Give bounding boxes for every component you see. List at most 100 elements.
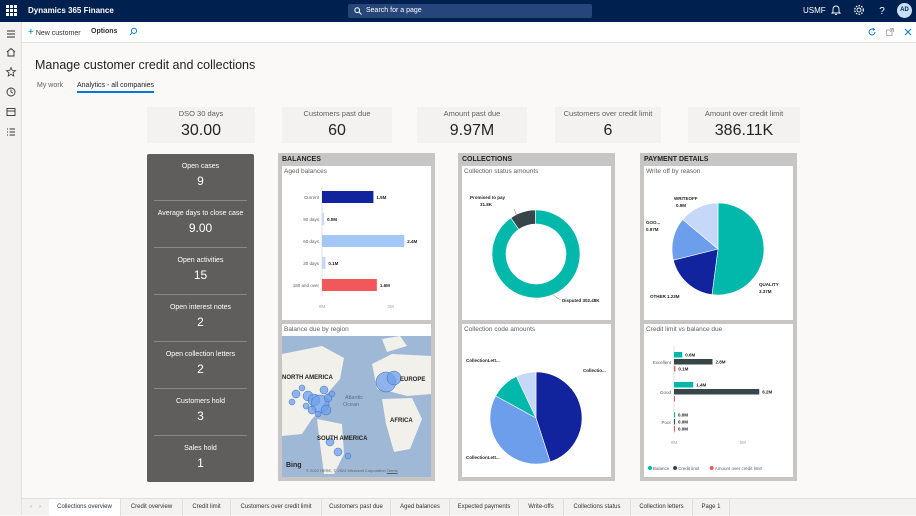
report-page-tabs: ‹ › Collections overview Credit overview… (22, 498, 916, 516)
pie-slice (516, 371, 537, 419)
map-bubble (325, 437, 335, 447)
company-selector[interactable]: USMF (803, 6, 826, 15)
balances-panel: BALANCES Aged balances Current 1.5M 90 day… (278, 153, 435, 481)
tab-collections-overview[interactable]: Collections overview (49, 499, 121, 516)
map-copyright: © 2022 HERE, © 2022 Microsoft Corporatio… (306, 468, 398, 473)
kpi-customers-over-limit: Customers over credit limit 6 (555, 107, 661, 143)
close-icon[interactable] (903, 27, 913, 37)
terms-link[interactable]: Terms (386, 468, 398, 473)
tab-analytics[interactable]: Analytics - all companies (77, 82, 155, 93)
tab-aged-balances[interactable]: Aged balances (391, 499, 450, 516)
map-card[interactable]: Balance due by region NORTH AMERICA EURO… (282, 324, 431, 477)
open-interest-notes-tile[interactable]: Open interest notes 2 (154, 302, 247, 342)
map-label-ocean: Ocean (343, 402, 360, 408)
open-activities-tile[interactable]: Open activities 15 (154, 255, 247, 295)
credit-limit-card[interactable]: Credit limit vs balance due Excellent 0.6… (644, 324, 793, 477)
refresh-icon[interactable] (867, 27, 877, 37)
tile-value: 9 (197, 174, 204, 188)
tile-value: 1 (197, 456, 204, 470)
world-map[interactable] (282, 324, 431, 477)
tab-expected-payments[interactable]: Expected payments (450, 499, 519, 516)
workspace-icon[interactable] (5, 106, 17, 118)
tab-collections-status[interactable]: Collections status (564, 499, 631, 516)
bar (674, 426, 675, 432)
x-tick-label: 2M (387, 304, 394, 309)
app-launcher-icon[interactable] (6, 5, 17, 16)
tab-prev-icon[interactable]: ‹ (30, 504, 32, 510)
customers-hold-tile[interactable]: Customers hold 3 (154, 396, 247, 436)
write-off-card[interactable]: Write off by reason QUALITY 3.37M OTHER 1.… (644, 166, 793, 320)
new-customer-button[interactable]: + New customer (28, 27, 81, 38)
open-cases-tile[interactable]: Open cases 9 (154, 161, 247, 201)
kpi-label: DSO 30 days (178, 109, 224, 118)
legend-marker (673, 466, 678, 470)
panel-title: PAYMENT DETAILS (644, 156, 709, 163)
category-label: 30 days (303, 261, 320, 266)
data-label: 1.5M (376, 195, 386, 200)
kpi-label: Customers over credit limit (563, 109, 653, 118)
aged-balances-card[interactable]: Aged balances Current 1.5M 90 days 0.0M 60 d… (282, 166, 431, 320)
new-customer-label: New customer (35, 30, 81, 37)
kpi-label: Amount past due (443, 109, 501, 118)
leader-line (513, 208, 519, 219)
hamburger-icon[interactable] (5, 28, 17, 40)
tab-customers-over-credit-limit[interactable]: Customers over credit limit (231, 499, 322, 516)
search-icon (354, 7, 362, 15)
slice-label: WRITEOFF (674, 196, 698, 201)
home-icon[interactable] (5, 46, 17, 58)
category-label: Current (304, 195, 320, 200)
tile-value: 3 (197, 409, 204, 423)
collection-code-card[interactable]: Collection code amounts Collectio... Coll… (462, 324, 611, 477)
search-placeholder: Search for a page (366, 7, 422, 14)
gear-icon[interactable] (853, 4, 865, 16)
tab-collection-letters[interactable]: Collection letters (631, 499, 693, 516)
pie-slice (535, 371, 583, 463)
search-input[interactable]: Search for a page (348, 4, 592, 18)
avatar[interactable]: AD (897, 3, 912, 18)
open-collection-letters-tile[interactable]: Open collection letters 2 (154, 349, 247, 389)
sales-hold-tile[interactable]: Sales hold 1 (154, 443, 247, 477)
open-new-window-icon[interactable] (885, 27, 895, 37)
kpi-amount-past-due: Amount past due 9.97M (417, 107, 527, 143)
category-label: Good (660, 390, 672, 395)
collection-status-card[interactable]: Collection status amounts Promised to pa… (462, 166, 611, 320)
pie-slice (673, 248, 719, 295)
slice-value: 0.9M (676, 203, 686, 208)
app-name[interactable]: Dynamics 365 Finance (28, 6, 114, 15)
bar (674, 412, 675, 418)
category-label: 180 and over (293, 283, 320, 288)
bell-icon[interactable] (830, 4, 842, 16)
action-search-icon[interactable] (129, 27, 138, 36)
data-label: 1.4M (696, 383, 706, 388)
tile-label: Open cases (181, 163, 220, 170)
slice-label: Promised to pay (470, 195, 506, 200)
tab-page-1[interactable]: Page 1 (693, 499, 730, 516)
list-icon[interactable] (5, 126, 17, 138)
bar (674, 382, 694, 388)
avg-days-tile[interactable]: Average days to close case 9.00 (154, 208, 247, 248)
slice-label: CollectionLett... (466, 455, 500, 460)
map-bubble (302, 402, 310, 410)
tab-customers-past-due[interactable]: Customers past due (322, 499, 391, 516)
tile-label: Open activities (177, 257, 224, 264)
star-icon[interactable] (5, 66, 17, 78)
chart-title: Credit limit vs balance due (646, 326, 723, 333)
options-button[interactable]: Options (91, 28, 118, 35)
slice-label: Collectio... (583, 368, 606, 373)
plus-icon: + (28, 27, 34, 38)
bar (674, 359, 713, 365)
data-label: 0.0M (327, 217, 337, 222)
pie-slice (682, 202, 719, 250)
clock-icon[interactable] (5, 86, 17, 98)
action-bar: + New customer Options (22, 22, 916, 43)
tab-next-icon[interactable]: › (39, 504, 41, 510)
map-bubble (307, 405, 317, 415)
tab-credit-overview[interactable]: Credit overview (121, 499, 183, 516)
tab-credit-limit[interactable]: Credit limit (183, 499, 231, 516)
slice-label: Disputed 302.48K (562, 298, 600, 303)
slice-label: OTHER 1.23M (650, 294, 680, 299)
tab-my-work[interactable]: My work (37, 82, 64, 89)
kpi-value: 6 (603, 122, 613, 139)
tab-write-offs[interactable]: Write-offs (519, 499, 564, 516)
help-icon[interactable]: ? (876, 4, 888, 16)
